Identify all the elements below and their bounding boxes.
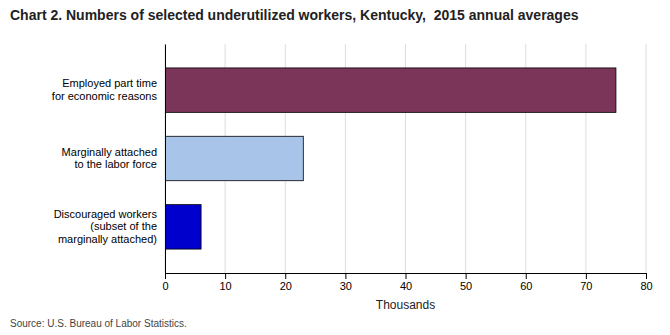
grid — [165, 44, 646, 273]
x-tick: 50 — [460, 273, 472, 292]
y-tick-label-line: (subset of the — [90, 220, 157, 232]
x-tick-mark — [466, 273, 467, 279]
x-tick-label: 40 — [400, 280, 412, 292]
x-tick-mark — [526, 273, 527, 279]
y-tick-label-line: Marginally attached — [62, 146, 157, 158]
x-tick: 30 — [340, 273, 352, 292]
x-tick-mark — [406, 273, 407, 279]
x-tick: 40 — [400, 273, 412, 292]
y-axis-line — [165, 45, 166, 274]
y-tick-label-line: Discouraged workers — [54, 208, 158, 220]
x-axis-line — [166, 274, 647, 280]
x-tick-label: 50 — [460, 280, 472, 292]
x-tick-label: 20 — [280, 280, 292, 292]
y-tick: Discouraged workers(subset of themargina… — [54, 208, 165, 245]
x-tick-mark — [285, 273, 286, 279]
x-tick-mark — [345, 273, 346, 279]
x-tick-label: 80 — [640, 280, 652, 292]
plot: 0 10 20 30 40 50 60 70 80 Discouraged workers(sub… — [52, 44, 653, 292]
x-axis-title: Thousands — [376, 298, 435, 312]
x-axis: 0 10 20 30 40 50 60 70 80 — [162, 273, 652, 292]
x-tick-mark — [586, 273, 587, 279]
grid-line — [646, 44, 647, 273]
y-tick-label-line: Employed part time — [62, 77, 157, 89]
source-note: Source: U.S. Bureau of Labor Statistics. — [10, 318, 187, 329]
grid-line — [165, 44, 166, 273]
y-tick-label-line: for economic reasons — [52, 90, 158, 102]
y-tick-label: Discouraged workers(subset of themargina… — [54, 208, 158, 245]
bar — [165, 136, 303, 180]
y-tick-label: Marginally attachedto the labor force — [62, 146, 157, 171]
x-tick-mark — [165, 273, 166, 279]
x-tick-label: 30 — [340, 280, 352, 292]
title: Chart 2. Numbers of selected underutiliz… — [10, 7, 579, 23]
x-tick-mark — [225, 273, 226, 279]
x-tick: 0 — [162, 273, 168, 292]
chart: Chart 2. Numbers of selected underutiliz… — [0, 0, 670, 335]
x-tick: 60 — [520, 273, 532, 292]
y-tick: Employed part timefor economic reasons — [52, 77, 165, 102]
x-tick-label: 70 — [580, 280, 592, 292]
bars — [165, 68, 616, 249]
bar — [165, 68, 616, 112]
x-tick-label: 10 — [220, 280, 232, 292]
y-tick-label-line: to the labor force — [74, 158, 157, 170]
y-tick-label: Employed part timefor economic reasons — [52, 77, 158, 102]
x-tick-label: 60 — [520, 280, 532, 292]
x-tick-mark — [646, 273, 647, 279]
bar — [165, 205, 201, 249]
x-tick: 20 — [280, 273, 292, 292]
y-tick: Marginally attachedto the labor force — [62, 146, 165, 171]
y-tick-label-line: marginally attached) — [58, 233, 157, 245]
x-tick-label: 0 — [162, 280, 168, 292]
y-axis: Discouraged workers(subset of themargina… — [52, 45, 166, 274]
x-tick: 10 — [220, 273, 232, 292]
x-tick: 70 — [580, 273, 592, 292]
x-tick: 80 — [640, 273, 652, 292]
